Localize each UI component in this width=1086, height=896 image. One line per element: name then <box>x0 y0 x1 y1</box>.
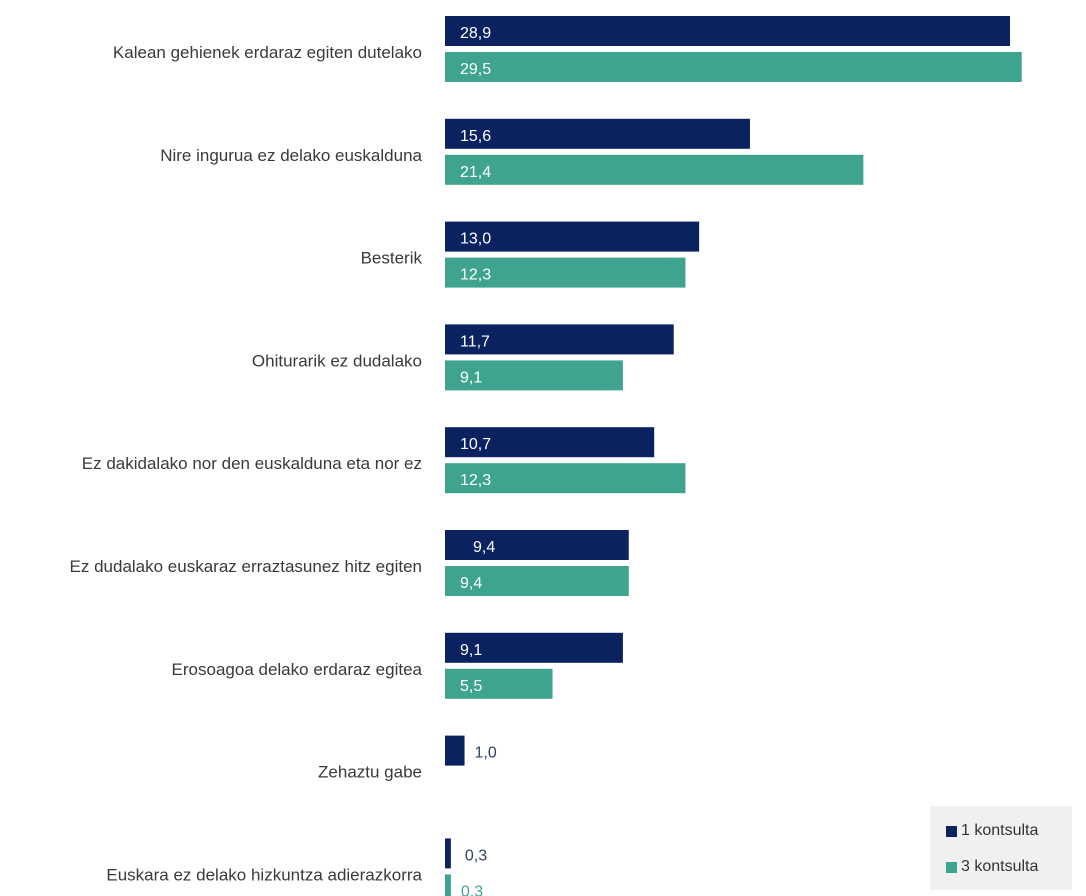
category-labels: Kalean gehienek erdaraz egiten dutelako N… <box>70 43 423 884</box>
bar-series-1 <box>445 16 1010 46</box>
bar-series-3 <box>445 668 553 699</box>
value-label: 11,7 <box>460 333 490 350</box>
value-label: 12,3 <box>460 472 491 489</box>
value-label: 1,0 <box>475 745 497 762</box>
bar-series-3 <box>445 360 623 391</box>
bar-series-3 <box>445 463 686 494</box>
value-label: 29,5 <box>460 61 491 78</box>
bar-series-3 <box>445 566 629 596</box>
category-label: Ohiturarik ez dudalako <box>252 351 422 370</box>
value-label: 9,1 <box>460 369 482 386</box>
category-label: Ez dudalako euskaraz erraztasunez hitz e… <box>70 557 422 576</box>
category-label: Euskara ez delako hizkuntza adierazkorra <box>106 865 422 884</box>
legend-item-series-3: 3 kontsulta <box>946 858 1038 876</box>
value-label: 9,1 <box>460 642 482 659</box>
legend-item-series-1: 1 kontsulta <box>946 822 1038 840</box>
bar-series-1 <box>445 118 750 149</box>
bars <box>445 16 1022 896</box>
category-label: Zehaztu gabe <box>318 763 422 782</box>
bar-series-1 <box>445 324 674 355</box>
legend-swatch-series-3 <box>946 861 957 873</box>
legend-swatch-series-1 <box>946 825 957 837</box>
value-label: 9,4 <box>473 539 495 556</box>
category-label: Erosoagoa delako erdaraz egitea <box>172 660 423 679</box>
bar-series-1 <box>445 735 465 766</box>
value-label: 0,3 <box>465 847 487 864</box>
value-label: 9,4 <box>460 575 482 592</box>
value-label: 21,4 <box>460 164 491 181</box>
legend-label-series-3: 3 kontsulta <box>961 858 1039 875</box>
bar-series-3 <box>445 874 451 896</box>
bar-series-3 <box>445 52 1022 82</box>
value-label: 28,9 <box>460 25 491 42</box>
category-label: Nire ingurua ez delako euskalduna <box>160 146 422 165</box>
category-label: Kalean gehienek erdaraz egiten dutelako <box>113 43 422 62</box>
bar-series-1 <box>445 427 655 458</box>
bar-series-1 <box>445 632 623 663</box>
bar-series-1 <box>445 530 629 560</box>
bar-series-3 <box>445 257 686 288</box>
value-label: 15,6 <box>460 128 491 145</box>
value-label: 0,3 <box>461 883 483 896</box>
value-label: 5,5 <box>460 678 482 695</box>
bar-series-1 <box>445 838 451 869</box>
category-label: Besterik <box>361 249 423 268</box>
category-label: Ez dakidalako nor den euskalduna eta nor… <box>82 454 422 473</box>
legend: 1 kontsulta 3 kontsulta <box>930 806 1072 890</box>
legend-label-series-1: 1 kontsulta <box>961 822 1039 839</box>
value-label: 13,0 <box>460 231 491 248</box>
value-label: 12,3 <box>460 267 491 284</box>
value-label: 10,7 <box>460 436 491 453</box>
data-labels: 28,9 29,5 15,6 21,4 13,0 12,3 11,7 9,1 10,7 12,3 9… <box>460 25 497 896</box>
bar-series-1 <box>445 221 700 252</box>
bar-series-3 <box>445 154 864 185</box>
